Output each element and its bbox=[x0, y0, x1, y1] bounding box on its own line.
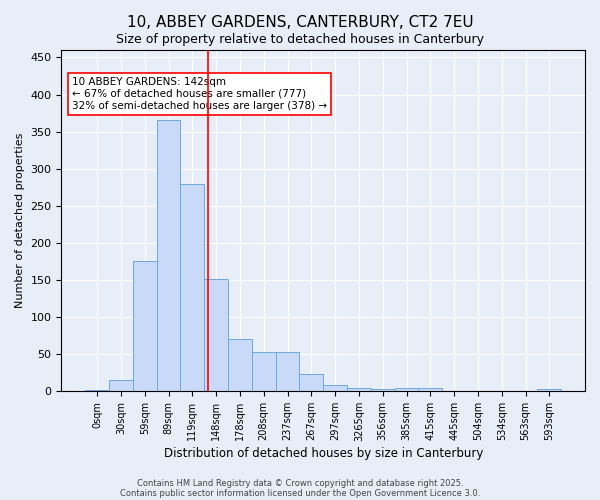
Bar bbox=[228, 340, 252, 392]
Text: Contains public sector information licensed under the Open Government Licence 3.: Contains public sector information licen… bbox=[120, 488, 480, 498]
Text: Size of property relative to detached houses in Canterbury: Size of property relative to detached ho… bbox=[116, 32, 484, 46]
Bar bbox=[85, 390, 109, 392]
Bar bbox=[538, 389, 561, 392]
Bar bbox=[323, 386, 347, 392]
Bar bbox=[133, 262, 157, 392]
Text: Contains HM Land Registry data © Crown copyright and database right 2025.: Contains HM Land Registry data © Crown c… bbox=[137, 478, 463, 488]
Bar bbox=[204, 278, 228, 392]
Bar bbox=[347, 388, 371, 392]
Bar bbox=[299, 374, 323, 392]
Bar bbox=[275, 352, 299, 392]
Bar bbox=[395, 388, 418, 392]
Y-axis label: Number of detached properties: Number of detached properties bbox=[15, 133, 25, 308]
Text: 10 ABBEY GARDENS: 142sqm
← 67% of detached houses are smaller (777)
32% of semi-: 10 ABBEY GARDENS: 142sqm ← 67% of detach… bbox=[72, 78, 327, 110]
Bar bbox=[157, 120, 181, 392]
Bar bbox=[252, 352, 275, 392]
X-axis label: Distribution of detached houses by size in Canterbury: Distribution of detached houses by size … bbox=[164, 447, 483, 460]
Bar bbox=[418, 388, 442, 392]
Bar bbox=[371, 389, 395, 392]
Bar bbox=[109, 380, 133, 392]
Bar bbox=[181, 184, 204, 392]
Text: 10, ABBEY GARDENS, CANTERBURY, CT2 7EU: 10, ABBEY GARDENS, CANTERBURY, CT2 7EU bbox=[127, 15, 473, 30]
Bar bbox=[466, 390, 490, 392]
